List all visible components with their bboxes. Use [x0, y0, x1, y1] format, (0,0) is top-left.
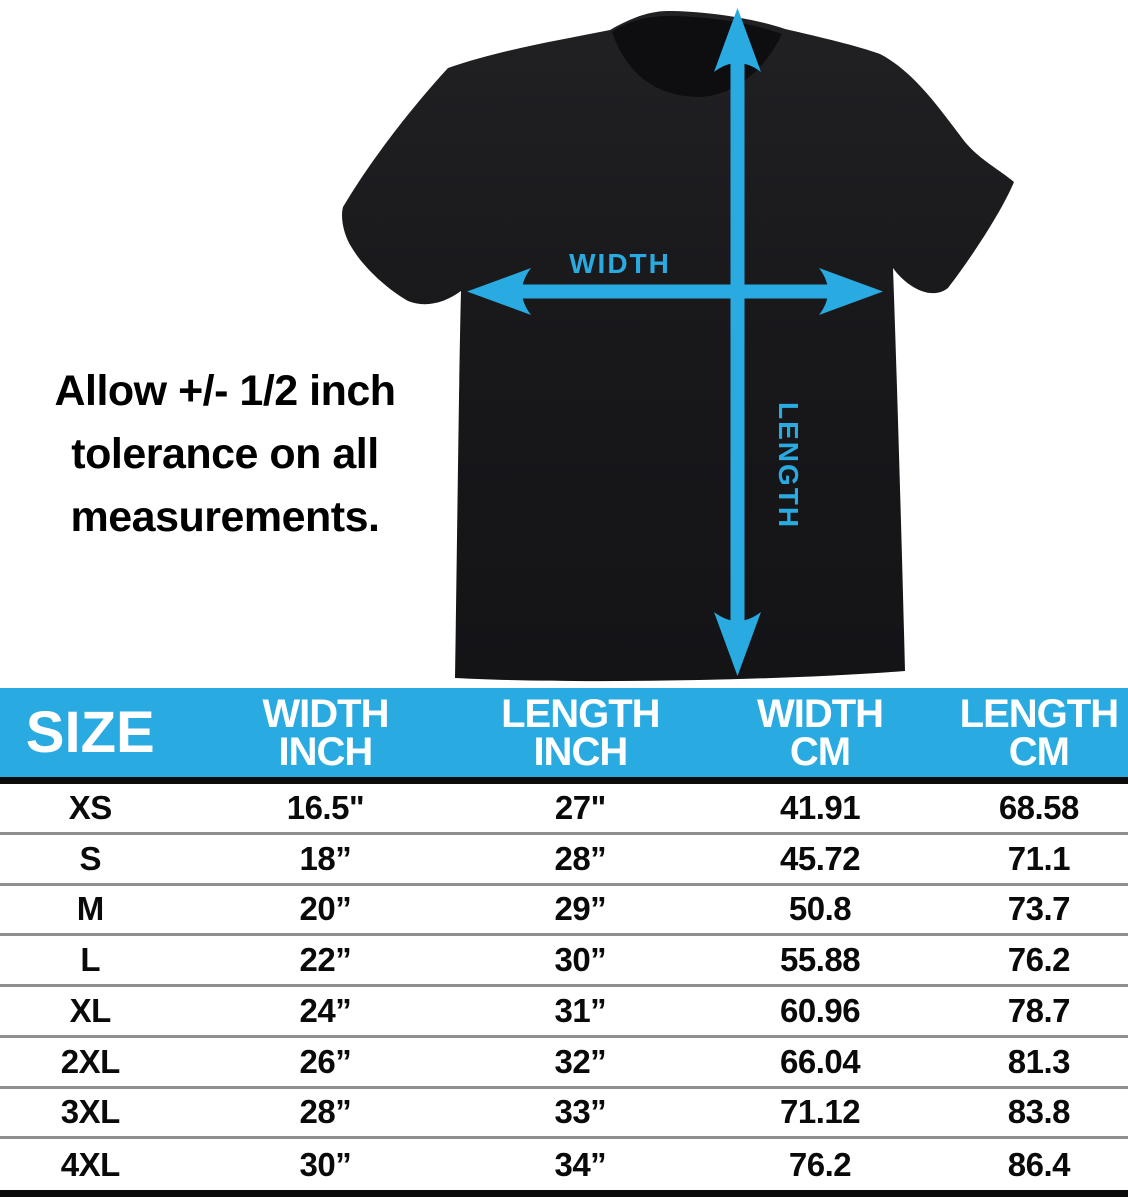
header-label: LENGTH [959, 691, 1119, 736]
header-label: CM [1008, 729, 1070, 774]
cell-width-inch: 18” [299, 839, 352, 877]
tolerance-note-line: measurements. [70, 493, 381, 541]
cell-length-inch: 30” [554, 941, 607, 979]
cell-size: XS [68, 788, 113, 826]
cell-width-cm: 76.2 [788, 1145, 852, 1183]
cell-width-inch: 24” [299, 991, 352, 1029]
table-row: S 18” 28” 45.72 71.1 [0, 835, 1128, 886]
table-row: M 20” 29” 50.8 73.7 [0, 886, 1128, 937]
cell-length-inch: 34” [554, 1145, 607, 1183]
cell-width-inch: 28” [299, 1093, 352, 1131]
header-label: INCH [533, 729, 628, 774]
table-row: XS 16.5" 27" 41.91 68.58 [0, 784, 1128, 835]
cell-length-cm: 76.2 [1007, 941, 1071, 979]
size-table-body: XS 16.5" 27" 41.91 68.58 S 18” 28” 45.72 71.1 M 20”… [0, 784, 1128, 1197]
header-label: INCH [278, 729, 374, 774]
cell-length-inch: 32” [554, 1042, 607, 1080]
cell-size: L [80, 941, 101, 979]
cell-size: 3XL [60, 1093, 121, 1131]
length-arrow [714, 8, 761, 676]
width-arrow-label: WIDTH [569, 248, 671, 279]
cell-length-inch: 33” [554, 1093, 607, 1131]
header-length-inch: LENGTH INCH [470, 688, 690, 777]
header-width-inch: WIDTH INCH [180, 688, 470, 777]
cell-length-inch: 27" [554, 788, 606, 826]
cell-width-cm: 41.91 [779, 788, 861, 826]
cell-length-inch: 28” [554, 839, 607, 877]
header-label: SIZE [25, 699, 155, 765]
header-label: CM [789, 729, 851, 774]
size-table-header: SIZE WIDTH INCH LENGTH INCH WIDTH CM LEN… [0, 688, 1128, 784]
tolerance-note-line: tolerance on all [71, 430, 379, 478]
cell-width-inch: 16.5" [286, 788, 365, 826]
cell-width-inch: 26” [299, 1042, 352, 1080]
cell-length-cm: 86.4 [1007, 1145, 1071, 1183]
header-label: LENGTH [501, 691, 660, 736]
tolerance-note: Allow +/- 1/2 inch tolerance on all meas… [0, 360, 450, 549]
cell-width-cm: 71.12 [779, 1093, 861, 1131]
width-arrow [467, 268, 883, 315]
header-label: WIDTH [262, 691, 389, 736]
cell-size: M [76, 890, 105, 928]
cell-length-inch: 31” [554, 991, 607, 1029]
table-row: 4XL 30” 34” 76.2 86.4 [0, 1139, 1128, 1190]
cell-width-cm: 45.72 [779, 839, 861, 877]
cell-length-inch: 29” [554, 890, 607, 928]
cell-width-cm: 66.04 [779, 1042, 861, 1080]
cell-size: S [79, 839, 101, 877]
cell-width-inch: 30” [299, 1145, 352, 1183]
header-size: SIZE [0, 688, 180, 777]
cell-width-cm: 60.96 [779, 991, 861, 1029]
header-width-cm: WIDTH CM [690, 688, 949, 777]
cell-width-inch: 22” [299, 941, 352, 979]
cell-width-inch: 20” [299, 890, 352, 928]
table-row: 3XL 28” 33” 71.12 83.8 [0, 1089, 1128, 1140]
tshirt-diagram: WIDTH LENGTH [342, 8, 1014, 682]
cell-length-cm: 83.8 [1007, 1093, 1071, 1131]
table-row: L 22” 30” 55.88 76.2 [0, 936, 1128, 987]
cell-length-cm: 68.58 [998, 788, 1080, 826]
cell-length-cm: 73.7 [1007, 890, 1071, 928]
length-arrow-label: LENGTH [773, 402, 804, 529]
cell-size: 4XL [60, 1145, 121, 1183]
cell-size: XL [69, 991, 112, 1029]
cell-size: 2XL [60, 1042, 121, 1080]
table-row: XL 24” 31” 60.96 78.7 [0, 987, 1128, 1038]
table-row: 2XL 26” 32” 66.04 81.3 [0, 1038, 1128, 1089]
header-length-cm: LENGTH CM [950, 688, 1128, 777]
size-table: SIZE WIDTH INCH LENGTH INCH WIDTH CM LEN… [0, 688, 1128, 1197]
cell-length-cm: 78.7 [1007, 991, 1071, 1029]
header-label: WIDTH [756, 691, 884, 736]
cell-width-cm: 55.88 [779, 941, 861, 979]
tshirt-silhouette [342, 11, 1014, 682]
tolerance-note-line: Allow +/- 1/2 inch [54, 367, 396, 415]
cell-width-cm: 50.8 [788, 890, 852, 928]
cell-length-cm: 71.1 [1007, 839, 1071, 877]
cell-length-cm: 81.3 [1007, 1042, 1071, 1080]
